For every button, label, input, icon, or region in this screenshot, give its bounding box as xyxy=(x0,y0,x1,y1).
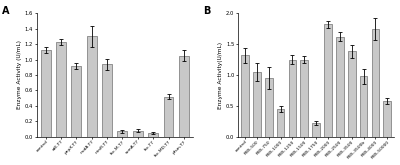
Bar xyxy=(277,109,284,137)
Bar xyxy=(148,133,158,137)
Bar xyxy=(360,76,368,137)
Y-axis label: Enzyme Activity (U/mL): Enzyme Activity (U/mL) xyxy=(17,40,22,110)
Bar xyxy=(41,50,51,137)
Bar xyxy=(87,36,97,137)
Bar xyxy=(348,51,356,137)
Bar xyxy=(300,60,308,137)
Y-axis label: Enzyme Activity(U/mL): Enzyme Activity(U/mL) xyxy=(218,41,223,109)
Bar xyxy=(72,66,82,137)
Bar xyxy=(179,56,189,137)
Bar xyxy=(265,78,273,137)
Bar xyxy=(289,60,296,137)
Bar xyxy=(56,42,66,137)
Bar xyxy=(164,97,174,137)
Text: B: B xyxy=(204,6,211,16)
Bar xyxy=(336,37,344,137)
Bar xyxy=(133,131,143,137)
Bar xyxy=(253,72,261,137)
Bar xyxy=(384,101,391,137)
Text: A: A xyxy=(2,6,10,16)
Bar xyxy=(241,55,249,137)
Bar xyxy=(102,64,112,137)
Bar xyxy=(372,29,379,137)
Bar xyxy=(324,24,332,137)
Bar xyxy=(118,131,128,137)
Bar xyxy=(312,123,320,137)
